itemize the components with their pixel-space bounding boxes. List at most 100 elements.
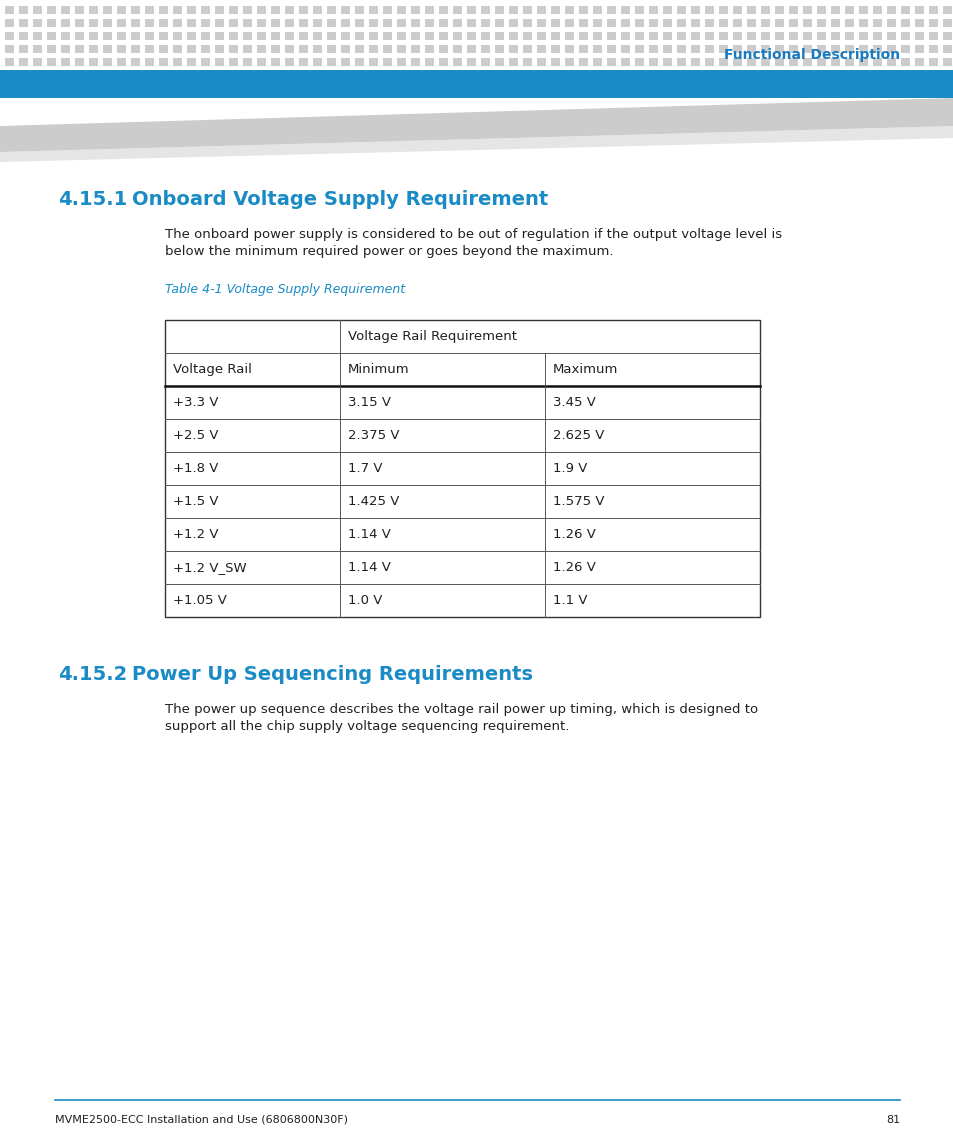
Bar [243,32,252,40]
Bar [355,58,364,66]
Bar [438,32,448,40]
Bar [61,6,70,14]
Bar [214,32,224,40]
Bar [578,32,587,40]
Bar [593,58,601,66]
Bar [914,32,923,40]
Bar [495,32,503,40]
Bar [271,32,280,40]
Bar [578,58,587,66]
Bar [201,6,210,14]
Text: +1.5 V: +1.5 V [172,495,218,508]
Bar [75,45,84,53]
Bar [914,6,923,14]
Bar [313,45,322,53]
Bar [774,58,783,66]
Bar [201,58,210,66]
Bar [145,19,153,27]
Bar [33,32,42,40]
Bar [201,19,210,27]
Bar [564,6,574,14]
Bar [256,32,266,40]
Bar [648,19,658,27]
Bar [844,58,853,66]
Text: +1.05 V: +1.05 V [172,594,227,607]
Bar [411,32,419,40]
Bar [928,45,937,53]
Bar [214,45,224,53]
Bar [340,6,350,14]
Bar [313,19,322,27]
Bar [719,58,727,66]
Bar [187,32,195,40]
Bar [620,6,629,14]
Bar [340,32,350,40]
Bar [327,19,335,27]
Bar [677,58,685,66]
Bar [732,58,741,66]
Bar [453,32,461,40]
Bar [229,58,237,66]
Bar [382,19,392,27]
Bar [928,6,937,14]
Bar [382,58,392,66]
Text: 4.15.1: 4.15.1 [58,190,127,210]
Bar [886,6,895,14]
Bar [677,45,685,53]
Text: +1.2 V: +1.2 V [172,528,218,540]
Bar [788,32,797,40]
Text: MVME2500-ECC Installation and Use (6806800N30F): MVME2500-ECC Installation and Use (68068… [55,1115,348,1126]
Bar [732,32,741,40]
Bar [578,45,587,53]
Bar [914,19,923,27]
Bar [551,58,559,66]
Bar [886,58,895,66]
Bar [774,45,783,53]
Bar [229,32,237,40]
Bar [285,58,294,66]
Bar [256,6,266,14]
Bar [606,6,616,14]
Bar [844,45,853,53]
Bar [495,19,503,27]
Bar [214,6,224,14]
Bar [187,58,195,66]
Text: +3.3 V: +3.3 V [172,396,218,409]
Bar [760,6,769,14]
Bar [424,32,434,40]
Bar [369,58,377,66]
Text: 2.625 V: 2.625 V [553,429,604,442]
Polygon shape [0,98,953,152]
Bar [271,58,280,66]
Bar [172,19,182,27]
Bar [648,6,658,14]
Bar [214,19,224,27]
Bar [900,32,909,40]
Bar [467,45,476,53]
Bar [509,58,517,66]
Bar [172,45,182,53]
Bar [75,58,84,66]
Bar [648,58,658,66]
Text: Voltage Rail: Voltage Rail [172,363,252,376]
Bar [900,58,909,66]
Bar [201,45,210,53]
Bar [844,32,853,40]
Bar [746,19,755,27]
Bar [369,19,377,27]
Bar [480,45,490,53]
Bar [635,6,643,14]
Bar [411,6,419,14]
Bar [355,32,364,40]
Bar [704,19,713,27]
Bar [355,19,364,27]
Bar [159,19,168,27]
Bar [103,45,112,53]
Bar [467,32,476,40]
Bar [802,6,811,14]
Bar [438,6,448,14]
Bar [298,6,308,14]
Bar [298,45,308,53]
Bar [648,45,658,53]
Bar [844,19,853,27]
